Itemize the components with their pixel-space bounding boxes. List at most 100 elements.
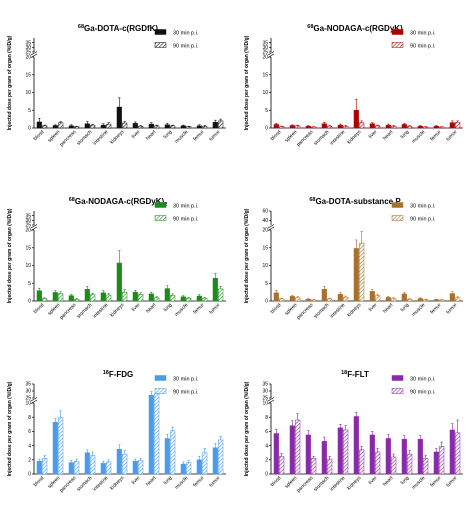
x-tick-label: intestine: [92, 475, 110, 493]
bar-30min: [417, 125, 423, 129]
y-tick-label: 25: [25, 396, 31, 402]
bar-30min: [369, 434, 375, 475]
y-axis-label: Injected dose per gram of organ (%ID/g): [7, 381, 13, 476]
axis-break-mark: [30, 51, 38, 56]
bar-30min: [132, 291, 138, 302]
bar-30min: [84, 452, 90, 475]
legend-label: 90 min p.i.: [173, 44, 199, 50]
y-tick-label: 30: [25, 45, 31, 51]
legend-label: 30 min p.i.: [173, 31, 199, 37]
x-tick-label: kidneys: [346, 475, 363, 492]
bar-90min: [186, 462, 192, 475]
x-tick-label: intestine: [329, 302, 347, 320]
bar-30min: [305, 434, 311, 475]
bar-30min: [212, 122, 218, 129]
x-tick-label: lung: [399, 302, 410, 313]
legend-swatch-90min: [391, 42, 404, 48]
x-tick-label: stomach: [76, 475, 94, 493]
x-tick-label: tumor: [445, 129, 459, 143]
bar-30min: [449, 429, 455, 475]
bar-90min: [423, 126, 429, 129]
bar-30min: [100, 463, 106, 475]
x-tick-label: kidneys: [109, 475, 126, 492]
bar-90min: [90, 124, 96, 129]
y-tick-label: 15: [25, 245, 31, 251]
x-tick-label: liver: [368, 475, 379, 486]
bar-30min: [116, 106, 122, 129]
bar-30min: [433, 451, 439, 475]
bar-90min: [218, 120, 224, 129]
bar-90min: [154, 297, 160, 302]
y-tick-label: 30: [262, 45, 268, 51]
x-tick-label: stomach: [76, 302, 94, 320]
chart-panel-4: 68Ga-DOTA-substance P Injected dose per g…: [244, 197, 463, 321]
x-tick-label: lung: [399, 129, 410, 140]
x-tick-label: kidneys: [109, 129, 126, 146]
bar-30min: [433, 125, 439, 129]
x-tick-label: heart: [382, 475, 395, 488]
y-tick-label: 35: [262, 382, 268, 388]
bar-30min: [52, 292, 58, 302]
bar-90min: [122, 122, 128, 129]
bar-90min: [279, 456, 285, 475]
x-tick-label: femur: [429, 302, 443, 316]
bar-90min: [90, 294, 96, 302]
bar-90min: [343, 296, 349, 302]
y-tick-label: 0: [28, 299, 31, 305]
x-tick-label: heart: [382, 302, 395, 315]
y-tick-label: 25: [25, 50, 31, 56]
legend-label: 30 min p.i.: [410, 377, 436, 383]
bar-30min: [68, 462, 74, 475]
bar-30min: [196, 295, 202, 302]
legend-swatch-30min: [154, 202, 167, 208]
bar-90min: [58, 122, 64, 129]
y-tick-label: 10: [262, 263, 268, 269]
y-tick-label: 5: [265, 281, 268, 287]
bar-90min: [106, 294, 112, 302]
bar-30min: [289, 125, 295, 129]
x-tick-label: lung: [162, 302, 173, 313]
y-tick-label: 35: [25, 382, 31, 388]
bar-30min: [289, 425, 295, 475]
x-tick-label: pancreas: [59, 475, 78, 494]
x-tick-label: blood: [33, 129, 46, 142]
legend-label: 30 min p.i.: [173, 204, 199, 210]
x-tick-label: muscle: [174, 475, 190, 491]
bar-90min: [359, 449, 365, 475]
y-tick-label: 6: [28, 429, 31, 435]
chart-panel-2: 68Ga-NODAGA-c(RGDyK) Injected dose per gr…: [244, 24, 463, 148]
axis-break-mark: [30, 397, 38, 402]
bar-90min: [407, 125, 413, 129]
x-tick-label: tumor: [445, 475, 459, 489]
bar-30min: [417, 438, 423, 475]
x-tick-label: heart: [145, 475, 158, 488]
legend-label: 30 min p.i.: [410, 204, 436, 210]
bar-90min: [327, 458, 333, 475]
x-tick-label: blood: [270, 475, 283, 488]
legend-label: 30 min p.i.: [410, 31, 436, 37]
x-tick-label: muscle: [174, 129, 190, 145]
bar-30min: [433, 299, 439, 302]
y-tick-label: 10: [262, 401, 268, 407]
bar-30min: [401, 124, 407, 129]
bar-90min: [423, 299, 429, 302]
x-tick-label: femur: [192, 475, 206, 489]
bar-90min: [202, 297, 208, 302]
bar-30min: [196, 459, 202, 475]
bar-90min: [154, 125, 160, 129]
bar-30min: [212, 278, 218, 302]
bar-30min: [337, 294, 343, 302]
bar-90min: [106, 461, 112, 475]
bar-30min: [289, 296, 295, 302]
bar-30min: [337, 427, 343, 475]
bar-30min: [36, 121, 42, 129]
x-tick-label: blood: [270, 302, 283, 315]
bar-90min: [42, 125, 48, 129]
legend-label: 90 min p.i.: [410, 390, 436, 396]
y-tick-label: 30: [25, 218, 31, 224]
bar-90min: [423, 458, 429, 475]
y-tick-label: 0: [28, 126, 31, 132]
bar-90min: [170, 430, 176, 475]
x-tick-label: blood: [33, 302, 46, 315]
